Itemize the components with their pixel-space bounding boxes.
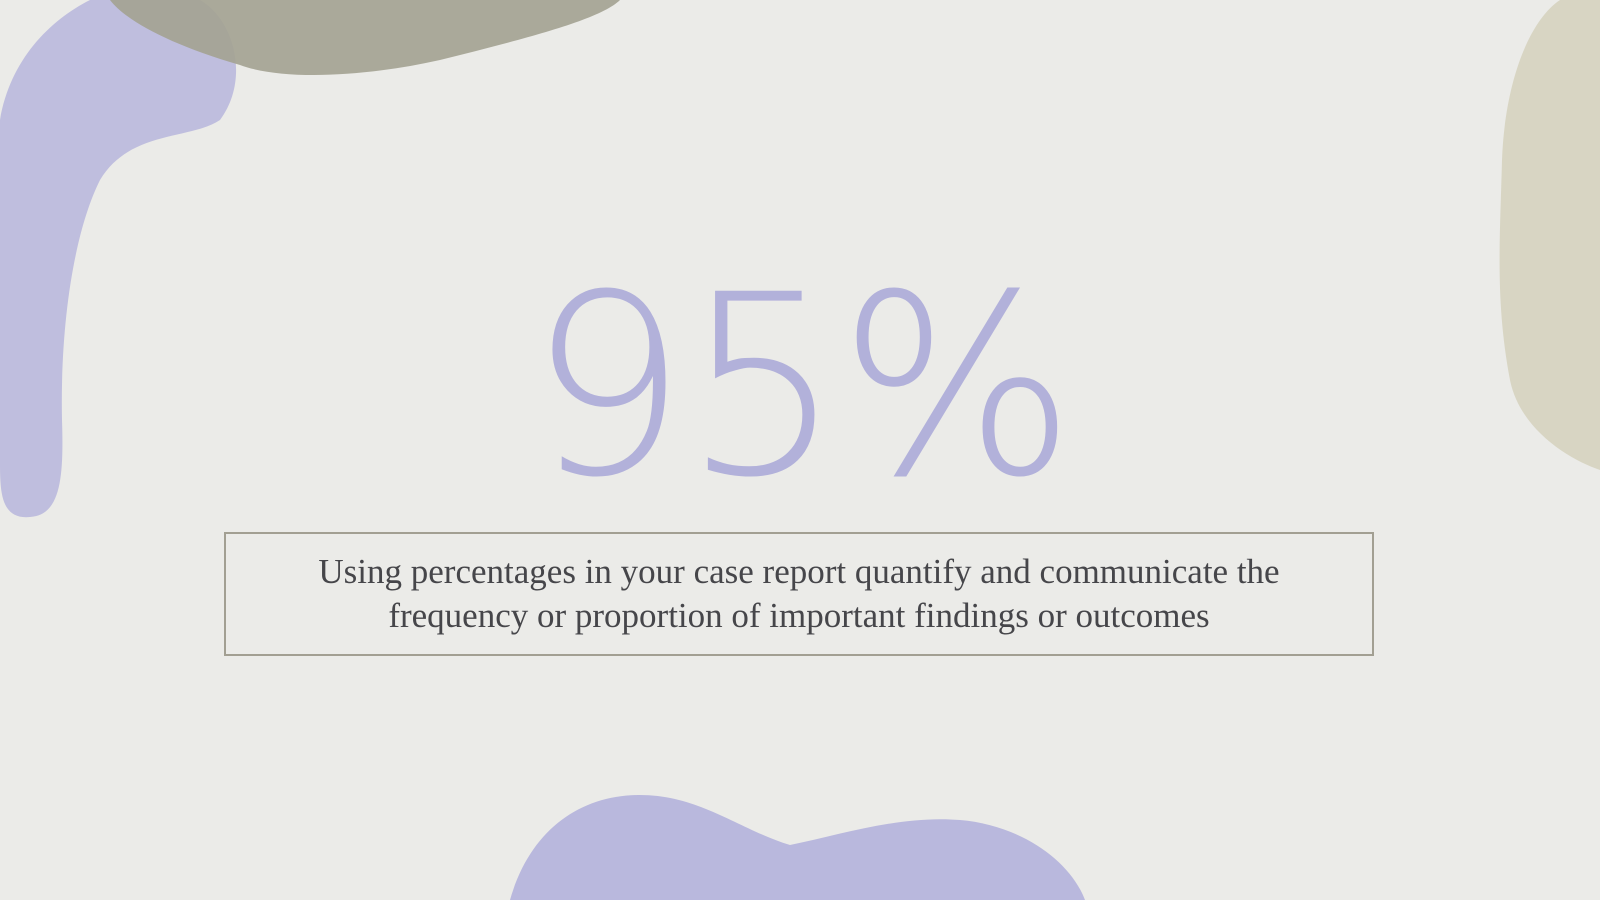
lavender-blob-left — [0, 0, 237, 518]
lavender-blob-bottom — [510, 795, 1085, 900]
description-text: Using percentages in your case report qu… — [318, 552, 1280, 635]
description-box: Using percentages in your case report qu… — [224, 532, 1374, 656]
stat-value: 95% — [528, 241, 1076, 532]
sand-blob-right — [1499, 0, 1600, 470]
olive-blob-top — [110, 0, 620, 76]
